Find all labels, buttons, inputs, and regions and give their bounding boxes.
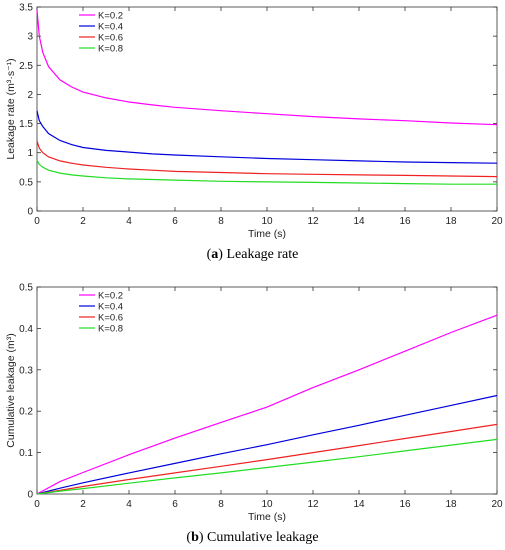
x-tick-label: 16 bbox=[399, 216, 411, 227]
chart-panel-leakage-rate: 0 2 4 6 8 10 12 14 16 18 20 0 0.5 1 1.5 2 2.5 3 3.5 Time (s… bbox=[0, 0, 505, 272]
y-axis-label: Leakage rate (m³·s⁻¹) bbox=[5, 58, 17, 159]
cumulative-leakage-plot: 0 2 4 6 8 10 12 14 16 18 20 0 0.1 0.2 0.3 0.4 0.5 Time (s… bbox=[5, 283, 503, 524]
y-tick-label: 0 bbox=[27, 207, 33, 218]
plot-frame bbox=[36, 6, 498, 212]
x-tick-label: 18 bbox=[445, 216, 457, 227]
legend-label: K=0.8 bbox=[98, 324, 123, 335]
y-tick-label: 0.5 bbox=[19, 283, 33, 294]
x-tick-label: 6 bbox=[172, 499, 178, 510]
x-tick-label: 12 bbox=[307, 499, 319, 510]
x-tick-label: 14 bbox=[353, 499, 365, 510]
y-tick-label: 0.2 bbox=[19, 407, 33, 418]
y-tick-label: 0.4 bbox=[19, 324, 33, 335]
series-line-k-0-6 bbox=[36, 423, 498, 495]
y-tick-label: 0.1 bbox=[19, 448, 33, 459]
y-tick-label: 3.5 bbox=[19, 3, 33, 14]
x-tick-label: 6 bbox=[172, 216, 178, 227]
x-tick-label: 14 bbox=[353, 216, 365, 227]
caption-text: Leakage rate bbox=[226, 247, 299, 262]
series-line-k-0-2 bbox=[36, 9, 498, 126]
legend-label: K=0.6 bbox=[98, 33, 123, 44]
caption-letter: a bbox=[211, 247, 219, 262]
y-tick-label: 0 bbox=[27, 490, 33, 501]
legend-label: K=0.2 bbox=[98, 11, 123, 22]
x-tick-label: 0 bbox=[34, 216, 40, 227]
x-tick-label: 18 bbox=[445, 499, 457, 510]
series-line-k-0-6 bbox=[36, 140, 498, 178]
legend-label: K=0.4 bbox=[98, 302, 123, 313]
y-tick-label: 1 bbox=[27, 148, 33, 159]
x-tick-label: 10 bbox=[261, 216, 273, 227]
chart-panel-cumulative-leakage: 0 2 4 6 8 10 12 14 16 18 20 0 0.1 0.2 0.3 0.4 0.5 Time (s… bbox=[0, 278, 505, 550]
x-tick-label: 2 bbox=[80, 216, 86, 227]
caption-text: Cumulative leakage bbox=[207, 530, 319, 545]
caption-cumulative-leakage: (b) Cumulative leakage bbox=[186, 530, 319, 545]
series-line-k-0-2 bbox=[36, 314, 498, 495]
y-tick-label: 0.5 bbox=[19, 177, 33, 188]
caption-letter: b bbox=[191, 530, 199, 545]
series-line-k-0-8 bbox=[36, 438, 498, 495]
y-tick-label: 3 bbox=[27, 32, 33, 43]
x-tick-label: 8 bbox=[218, 499, 224, 510]
x-tick-label: 0 bbox=[34, 499, 40, 510]
x-tick-label: 8 bbox=[218, 216, 224, 227]
y-tick-label: 1.5 bbox=[19, 119, 33, 130]
legend-label: K=0.4 bbox=[98, 22, 123, 33]
caption-leakage-rate: (a) Leakage rate bbox=[206, 247, 299, 262]
y-tick-label: 2 bbox=[27, 90, 33, 101]
x-axis-label: Time (s) bbox=[248, 228, 286, 240]
x-tick-label: 4 bbox=[126, 216, 132, 227]
y-axis-label: Cumulative leakage (m³) bbox=[5, 333, 17, 447]
x-tick-label: 20 bbox=[491, 216, 503, 227]
series-line-k-0-8 bbox=[36, 160, 497, 185]
x-axis-label: Time (s) bbox=[248, 511, 286, 523]
x-tick-label: 4 bbox=[126, 499, 132, 510]
series-line-k-0-4 bbox=[36, 394, 498, 495]
y-tick-label: 0.3 bbox=[19, 365, 33, 376]
x-tick-label: 10 bbox=[261, 499, 273, 510]
x-tick-label: 20 bbox=[491, 499, 503, 510]
leakage-rate-plot: 0 2 4 6 8 10 12 14 16 18 20 0 0.5 1 1.5 2 2.5 3 3.5 Time (s… bbox=[5, 3, 503, 241]
series-line-k-0-4 bbox=[36, 110, 498, 164]
legend-label: K=0.6 bbox=[98, 313, 123, 324]
y-tick-label: 2.5 bbox=[19, 61, 33, 72]
x-tick-label: 2 bbox=[80, 499, 86, 510]
legend-label: K=0.2 bbox=[98, 291, 123, 302]
x-tick-label: 16 bbox=[399, 499, 411, 510]
legend-label: K=0.8 bbox=[98, 44, 123, 55]
x-tick-label: 12 bbox=[307, 216, 319, 227]
